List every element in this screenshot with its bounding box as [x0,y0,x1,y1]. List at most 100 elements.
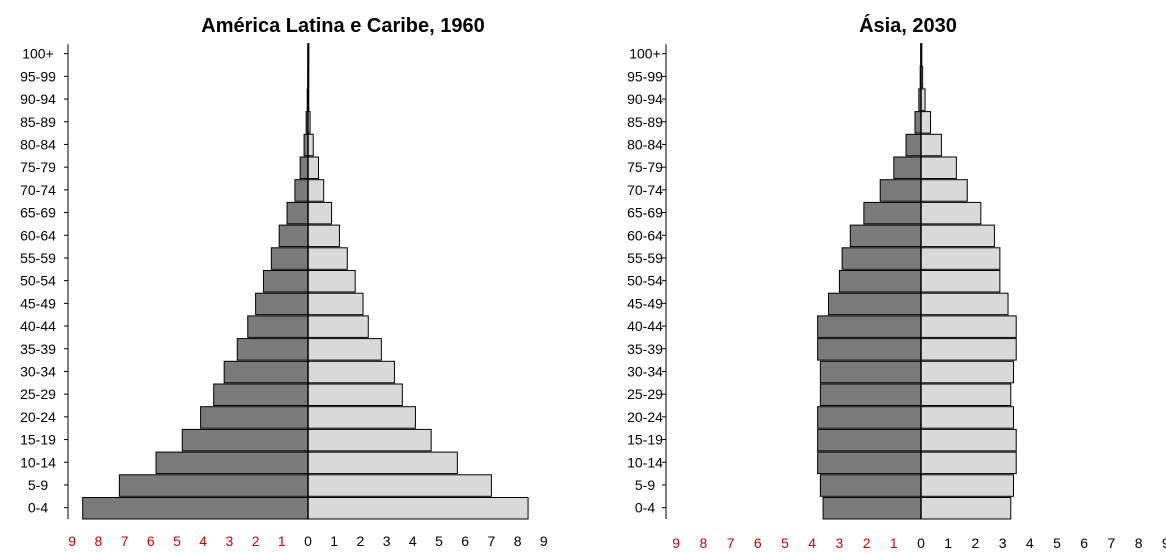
chart-asia-2030: Ásia, 2030 0-4 5-9 10-14 15-19 20-24 25-29 30-… [627,14,1166,551]
bar-right [920,406,1014,429]
x-tick-label-right: 5 [1053,535,1061,551]
age-group-label: 0-4 [635,500,655,516]
age-group-label: 80-84 [20,136,56,152]
age-group-label: 15-19 [20,432,56,448]
chart-latin-america-1960: América Latina e Caribe, 1960 0-4 5-9 10-1… [20,15,548,549]
x-tick-label-right: 2 [357,533,365,549]
bar-right [307,247,348,270]
bar-right [920,270,1001,293]
bar-right [920,428,1017,452]
bar-left [817,451,922,475]
age-group-label: 5-9 [28,477,48,493]
chart-title: Ásia, 2030 [859,14,957,37]
x-tick-label-right: 7 [1108,535,1116,551]
bar-right [307,338,382,361]
bar-right [920,315,1017,338]
bar-right [307,201,333,225]
bar-right [920,224,995,248]
x-tick-label-left: 3 [836,535,844,551]
bar-left [828,292,922,316]
age-group-label: 35-39 [627,341,663,357]
bar-right [920,201,982,225]
bar-left [822,497,922,520]
bar-left [849,224,922,248]
x-tick-label-right: 1 [944,535,952,551]
bar-left [294,179,309,202]
age-group-label: 45-49 [627,295,663,311]
bar-left [255,292,309,316]
age-group-label: 15-19 [627,432,663,448]
age-group-label: 50-54 [627,273,663,289]
age-group-label: 80-84 [627,136,663,152]
age-group-label: 10-14 [627,454,663,470]
x-tick-label-left: 5 [173,533,181,549]
bar-right [307,428,432,452]
x-tick-label-right: 4 [1026,535,1034,551]
age-group-label: 40-44 [20,318,56,334]
bar-left [817,315,922,338]
bar-right [307,179,325,202]
bar-right [920,338,1017,361]
bar-right [307,360,395,384]
x-tick-label-left: 9 [68,533,76,549]
age-group-label: 85-89 [627,114,663,130]
age-group-label: 10-14 [20,454,56,470]
bar-right [920,156,957,179]
x-tick-label-left: 1 [890,535,898,551]
age-group-label: 45-49 [20,295,56,311]
age-group-label: 95-99 [627,68,663,84]
age-group-label: 100+ [629,46,661,62]
bar-left [223,360,309,384]
bar-right [920,179,968,202]
bar-left [82,497,309,520]
bar-left [278,224,309,248]
age-group-label: 60-64 [20,227,56,243]
x-tick-label-right: 3 [383,533,391,549]
bar-left [817,428,922,452]
age-group-label: 65-69 [20,205,56,221]
x-tick-label-left: 4 [808,535,816,551]
age-group-label: 5-9 [635,477,655,493]
x-tick-label-right: 0 [917,535,925,551]
age-group-label: 85-89 [20,114,56,130]
age-group-label: 20-24 [627,409,663,425]
bar-left [817,338,922,361]
x-tick-label-left: 7 [121,533,129,549]
bar-right [920,451,1017,475]
bar-right [920,111,932,134]
chart-title: América Latina e Caribe, 1960 [201,15,484,37]
bar-left [879,179,922,202]
bar-left [247,315,309,338]
x-tick-label-right: 6 [1080,535,1088,551]
age-group-label: 100+ [22,46,54,62]
age-group-label: 90-94 [20,91,56,107]
age-group-label: 70-74 [627,182,663,198]
x-tick-label-right: 9 [1162,535,1166,551]
bar-left [200,406,309,429]
bar-right [307,474,492,497]
x-tick-label-right: 8 [514,533,522,549]
x-tick-label-right: 3 [999,535,1007,551]
bar-right [920,133,942,157]
age-group-label: 75-79 [20,159,56,175]
age-group-label: 0-4 [28,500,48,516]
age-group-label: 40-44 [627,318,663,334]
x-tick-label-right: 4 [409,533,417,549]
x-tick-label-left: 2 [252,533,260,549]
age-group-label: 30-34 [20,363,56,379]
bar-left [838,270,922,293]
age-group-label: 60-64 [627,227,663,243]
x-tick-label-right: 8 [1135,535,1143,551]
bar-left [270,247,309,270]
bar-left [905,133,922,157]
age-group-label: 20-24 [20,409,56,425]
bar-right [920,474,1014,497]
x-tick-label-left: 9 [672,535,680,551]
bar-right [307,270,356,293]
age-group-label: 65-69 [627,205,663,221]
bar-left [893,156,922,179]
bar-left [817,406,922,429]
x-tick-label-left: 3 [226,533,234,549]
bar-left [155,451,309,475]
